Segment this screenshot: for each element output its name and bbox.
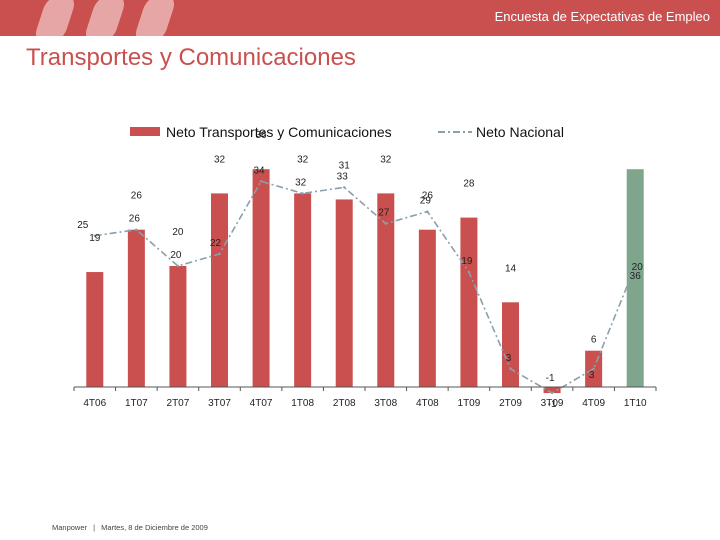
bar-label-4T06: 19: [89, 233, 101, 244]
national-point-4T08: [426, 210, 429, 213]
bar-label-1T08: 32: [297, 154, 309, 165]
x-tick-label-3T09: 3T09: [541, 398, 564, 409]
legend-bar-label: Neto Transportes y Comunicaciones: [166, 124, 392, 140]
national-label-1T08: 32: [295, 177, 307, 188]
bar-3T08: [377, 193, 395, 387]
national-point-1T09: [467, 270, 471, 274]
national-point-1T08: [301, 192, 304, 195]
national-label-4T07: 34: [254, 165, 266, 176]
bar-2T09: [502, 302, 519, 387]
bar-1T09: [460, 217, 478, 387]
bar-1T08: [294, 193, 312, 387]
x-tick-label-1T10: 1T10: [624, 398, 647, 409]
national-label-2T08: 33: [337, 171, 349, 182]
footer-company: Manpower: [52, 523, 88, 532]
national-point-3T09: [550, 391, 554, 395]
national-label-2T07: 20: [170, 250, 182, 261]
x-tick-label-2T09: 2T09: [499, 398, 522, 409]
national-label-1T07: 26: [129, 214, 141, 225]
bar-label-3T08: 32: [380, 154, 392, 165]
national-point-4T09: [592, 367, 595, 371]
national-label-3T09: -1: [546, 373, 555, 384]
bar-label-4T07: 36: [256, 130, 268, 141]
bar-label-1T07: 26: [131, 191, 143, 202]
x-tick-label-4T06: 4T06: [83, 398, 106, 409]
header-title: Encuesta de Expectativas de Empleo: [494, 9, 710, 24]
bar-2T08: [335, 199, 353, 387]
footer-date: Martes, 8 de Diciembre de 2009: [101, 523, 208, 532]
national-point-2T08: [343, 186, 346, 189]
national-point-1T07: [135, 228, 138, 231]
bar-label-2T08: 31: [339, 160, 351, 171]
bar-4T07: [252, 169, 270, 387]
page-title: Transportes y Comunicaciones: [26, 44, 356, 71]
x-tick-label-1T07: 1T07: [125, 398, 148, 409]
bar-1T07: [127, 229, 145, 387]
national-label-2T09: 3: [506, 353, 512, 364]
national-line: [94, 180, 636, 394]
bar-label-2T07: 20: [172, 227, 184, 238]
national-label-3T07: 22: [210, 238, 222, 249]
bar-label-3T09: -1: [548, 399, 557, 410]
national-label-3T08: 27: [378, 208, 390, 219]
x-tick-label-3T07: 3T07: [208, 398, 231, 409]
bar-label-4T08: 26: [422, 191, 434, 202]
bar-1T10: [626, 169, 644, 387]
footer-separator: |: [93, 523, 96, 532]
bar-label-3T07: 32: [214, 154, 226, 165]
national-label-1T09: 19: [461, 256, 473, 267]
legend-bar-swatch: [130, 127, 160, 136]
bar-4T06: [86, 272, 104, 387]
x-tick-label-4T09: 4T09: [582, 398, 605, 409]
national-point-2T09: [509, 367, 512, 371]
national-point-1T10: [634, 264, 637, 268]
bar-label-2T09: 14: [505, 263, 517, 274]
x-tick-label-4T07: 4T07: [250, 398, 273, 409]
bar-4T08: [418, 229, 436, 387]
bar-label-1T10: 36: [630, 271, 642, 282]
national-point-3T08: [384, 222, 387, 225]
national-label-4T09: 3: [589, 370, 595, 381]
bar-label-1T09: 28: [463, 179, 475, 190]
x-tick-label-2T07: 2T07: [167, 398, 190, 409]
national-label-4T08: 29: [420, 196, 432, 207]
national-point-4T07: [259, 180, 263, 183]
national-label-4T06: 25: [77, 220, 89, 231]
legend-line-label: Neto Nacional: [476, 124, 564, 140]
x-tick-label-2T08: 2T08: [333, 398, 356, 409]
x-tick-label-4T08: 4T08: [416, 398, 439, 409]
bar-3T09: [543, 387, 561, 394]
national-point-4T06: [93, 234, 96, 237]
bar-label-4T09: 6: [591, 335, 597, 346]
bar-3T07: [211, 193, 228, 387]
bar-2T07: [169, 266, 187, 387]
national-point-2T07: [176, 264, 180, 268]
x-tick-label-1T08: 1T08: [291, 398, 314, 409]
header-bar: Encuesta de Expectativas de Empleo: [0, 0, 720, 36]
national-point-3T07: [218, 252, 221, 256]
x-tick-label-3T08: 3T08: [374, 398, 397, 409]
national-label-1T10: 20: [632, 262, 644, 273]
x-tick-label-1T09: 1T09: [458, 398, 481, 409]
footer: Manpower | Martes, 8 de Diciembre de 200…: [52, 523, 208, 532]
